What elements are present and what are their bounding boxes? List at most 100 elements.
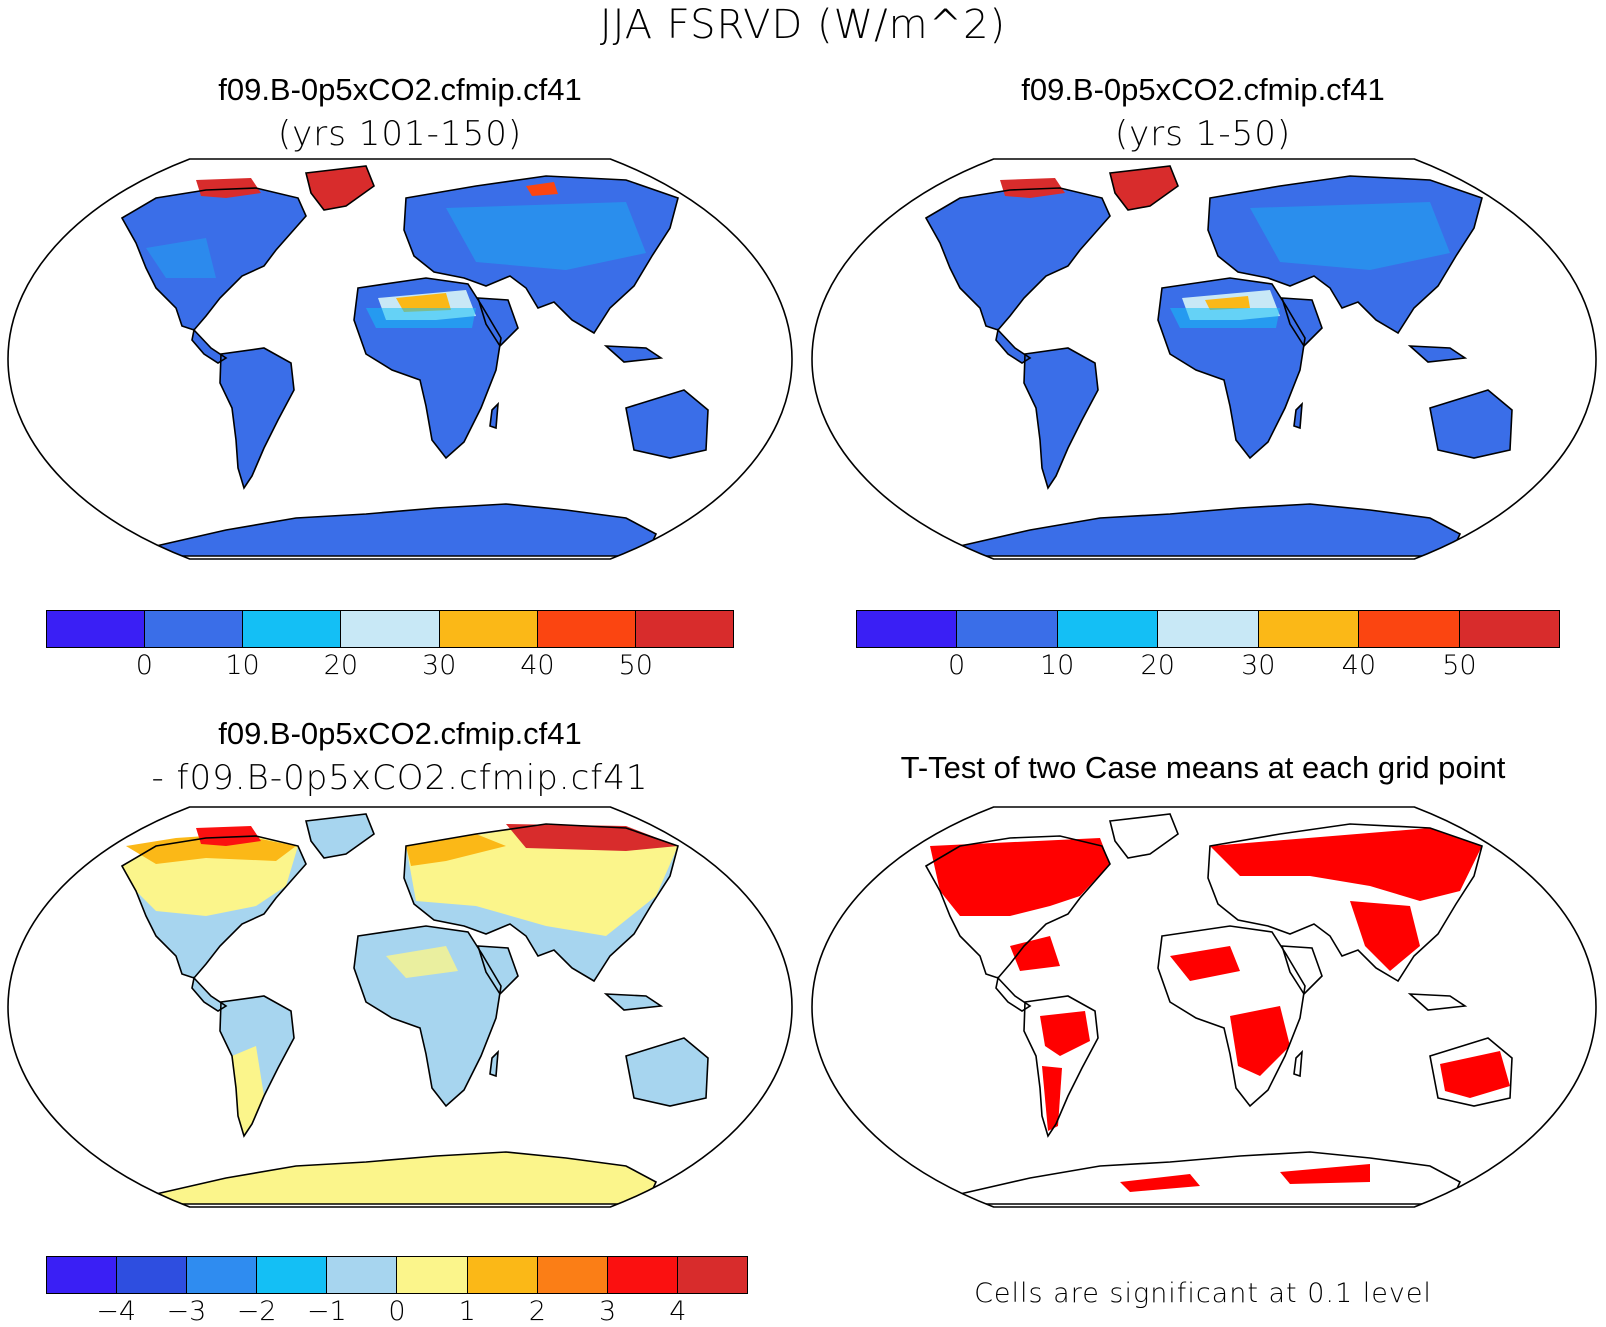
continent-antarctica — [156, 504, 656, 556]
colorbar-tick-label: 1 — [458, 1296, 476, 1327]
colorbar-segment — [257, 1257, 328, 1293]
continent-arabia — [1282, 946, 1322, 994]
colorbar-segment — [397, 1257, 468, 1293]
continent-arabia — [478, 298, 518, 346]
coastline-africa — [353, 277, 502, 460]
coastline-australia — [625, 389, 709, 459]
colorbar-tick-label: 10 — [225, 650, 260, 681]
continent-antarctica — [960, 1152, 1460, 1204]
colorbar-segment — [957, 611, 1058, 647]
coastline-europeAsia — [1207, 175, 1483, 335]
colorbar-segment — [1158, 611, 1259, 647]
continent-europeAsia — [404, 176, 678, 333]
coastline-northAmerica — [120, 187, 307, 331]
field-patch — [306, 166, 374, 210]
coastline-madagascar — [489, 1049, 499, 1078]
continent-greenland — [306, 814, 374, 858]
map-boundary — [811, 806, 1597, 1208]
field-patch — [1250, 202, 1450, 270]
field-patch — [1110, 166, 1178, 210]
field-patch — [1170, 308, 1280, 328]
coastline-europeAsia — [1207, 823, 1483, 983]
colorbar-tick-label: −4 — [96, 1296, 137, 1327]
colorbar-tick-label: 30 — [1241, 650, 1276, 681]
colorbar-tick-label: 50 — [618, 650, 653, 681]
colorbar-segment — [327, 1257, 398, 1293]
continent-australia — [626, 1038, 708, 1106]
field-patch — [366, 308, 476, 328]
continent-africa — [354, 926, 501, 1106]
coastline-greenland — [1109, 813, 1179, 859]
coastline-arabia — [1280, 297, 1323, 348]
continent-northAmerica — [122, 188, 306, 330]
map-top-left — [7, 158, 793, 560]
coastline-australia — [1429, 389, 1513, 459]
map-bottom-left — [7, 806, 793, 1208]
panel-top-left-subtitle: (yrs 101-150) — [277, 114, 523, 154]
colorbar-segment — [677, 1257, 747, 1293]
field-patch — [196, 178, 261, 198]
coastline-antarctica — [959, 1151, 1462, 1205]
colorbar-tick-label: 40 — [520, 650, 555, 681]
coastline-antarctica — [155, 1151, 658, 1205]
coastline-southAmerica — [1023, 995, 1099, 1138]
coastline-northAmerica — [120, 835, 307, 979]
colorbar-segment — [467, 1257, 538, 1293]
colorbar-tick-label: 20 — [323, 650, 359, 681]
field-patch — [396, 293, 451, 312]
continent-southAmerica — [220, 348, 294, 488]
colorbar-tick-label: 3 — [599, 1296, 617, 1327]
coastline-indonesia — [603, 345, 664, 363]
colorbar-segment — [439, 611, 538, 647]
colorbar-segment — [857, 611, 958, 647]
coastline-antarctica — [155, 503, 658, 557]
panel-bottom-left-subtitle: - f09.B-0p5xCO2.cfmip.cf41 — [151, 758, 649, 798]
coastline-centralAmerica — [191, 328, 228, 364]
field-patch — [146, 238, 216, 278]
coastline-africa — [1157, 925, 1306, 1108]
significant-region — [1280, 1164, 1370, 1184]
panel-top-right-subtitle: (yrs 1-50) — [1114, 114, 1292, 154]
colorbar-segment — [187, 1257, 258, 1293]
colorbar-segment — [117, 1257, 188, 1293]
field-patch — [526, 182, 558, 196]
coastline-southAmerica — [1023, 347, 1099, 490]
map-bottom-right — [811, 806, 1597, 1208]
map-top-right — [811, 158, 1597, 560]
colorbar-tick-label: 40 — [1341, 650, 1377, 681]
coastline-indonesia — [603, 993, 664, 1011]
significant-region — [1120, 1174, 1200, 1192]
coastline-africa — [353, 925, 502, 1108]
significant-region — [1350, 901, 1420, 971]
colorbar-bottom-left-ticks: −4 −3 −2 −1 0 1 2 3 4 — [46, 1296, 748, 1327]
coastline-centralAmerica — [191, 976, 228, 1012]
coastline-northAmerica — [924, 835, 1111, 979]
panel-top-left-title: f09.B-0p5xCO2.cfmip.cf41 — [218, 72, 582, 107]
significant-region — [1230, 1006, 1290, 1076]
continent-northAmerica — [926, 188, 1110, 330]
significant-region — [1042, 1066, 1062, 1131]
colorbar-segment — [1057, 611, 1159, 647]
continent-arabia — [478, 946, 518, 994]
continent-greenland — [1110, 814, 1178, 858]
panel-bottom-left-title: f09.B-0p5xCO2.cfmip.cf41 — [218, 716, 582, 751]
colorbar-tick-label: −2 — [236, 1296, 277, 1327]
continent-australia — [1430, 390, 1512, 458]
colorbar-tick-label: −3 — [166, 1296, 207, 1327]
coastline-australia — [625, 1037, 709, 1107]
continent-arabia — [1282, 298, 1322, 346]
colorbar-segment — [1258, 611, 1360, 647]
colorbar-segment — [537, 1257, 608, 1293]
colorbar-tick-label: 20 — [1140, 650, 1175, 681]
coastline-indonesia — [1407, 345, 1468, 363]
field-patch — [386, 946, 458, 978]
coastline-southAmerica — [219, 995, 295, 1138]
continent-europeAsia — [1208, 176, 1482, 333]
colorbar-segment — [607, 1257, 678, 1293]
significant-region — [1210, 828, 1482, 901]
field-patch — [1000, 178, 1065, 198]
colorbar-tick-label: 0 — [135, 650, 153, 681]
significant-region — [1010, 936, 1060, 971]
continent-australia — [626, 390, 708, 458]
panel-top-right-title: f09.B-0p5xCO2.cfmip.cf41 — [1021, 72, 1385, 107]
